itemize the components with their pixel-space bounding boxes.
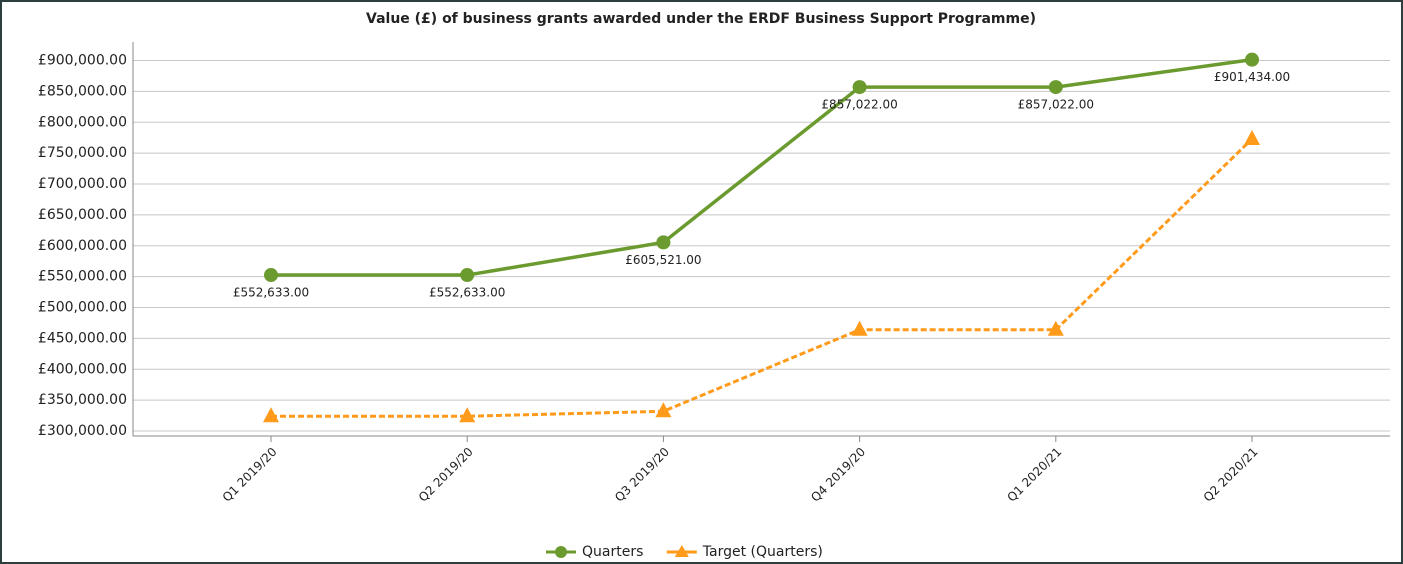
y-tick-label: £300,000.00 — [38, 423, 127, 439]
y-tick-label: £650,000.00 — [38, 207, 127, 223]
line — [271, 137, 1254, 418]
y-tick-label: £500,000.00 — [38, 300, 127, 316]
point — [851, 320, 868, 336]
y-tick-label: £400,000.00 — [38, 361, 127, 377]
point — [460, 268, 475, 283]
point — [263, 407, 279, 423]
y-tick-label: £850,000.00 — [38, 83, 127, 99]
y-tick-label: £700,000.00 — [38, 176, 127, 192]
point — [655, 402, 672, 418]
line — [271, 57, 1253, 277]
point — [1244, 129, 1260, 145]
y-tick-label: £550,000.00 — [38, 269, 127, 285]
chart-title: Value (£) of business grants awarded und… — [366, 11, 1036, 27]
data-label: £552,633.00 — [233, 286, 309, 300]
point — [1048, 80, 1063, 95]
point — [459, 407, 476, 423]
data-label: £901,434.00 — [1214, 70, 1290, 84]
data-label: £605,521.00 — [625, 253, 701, 267]
y-tick-label: £900,000.00 — [38, 53, 127, 69]
y-tick-label: £800,000.00 — [38, 114, 127, 130]
y-tick-label: £750,000.00 — [38, 145, 127, 161]
data-label: £857,022.00 — [1018, 98, 1094, 112]
point — [1245, 52, 1259, 67]
legend-label: Target (Quarters) — [702, 544, 823, 560]
data-label: £857,022.00 — [821, 98, 897, 112]
legend-marker — [555, 546, 567, 558]
data-label: £552,633.00 — [429, 286, 505, 300]
y-tick-label: £350,000.00 — [38, 392, 127, 408]
point — [656, 235, 671, 250]
point — [1047, 320, 1064, 336]
point — [852, 80, 867, 95]
legend-marker — [674, 545, 689, 557]
legend-label: Quarters — [582, 544, 643, 560]
legend-item: Target (Quarters) — [666, 544, 823, 560]
y-tick-label: £600,000.00 — [38, 238, 127, 254]
y-tick-label: £450,000.00 — [38, 330, 127, 346]
legend-item: Quarters — [546, 544, 643, 560]
point — [264, 268, 278, 283]
